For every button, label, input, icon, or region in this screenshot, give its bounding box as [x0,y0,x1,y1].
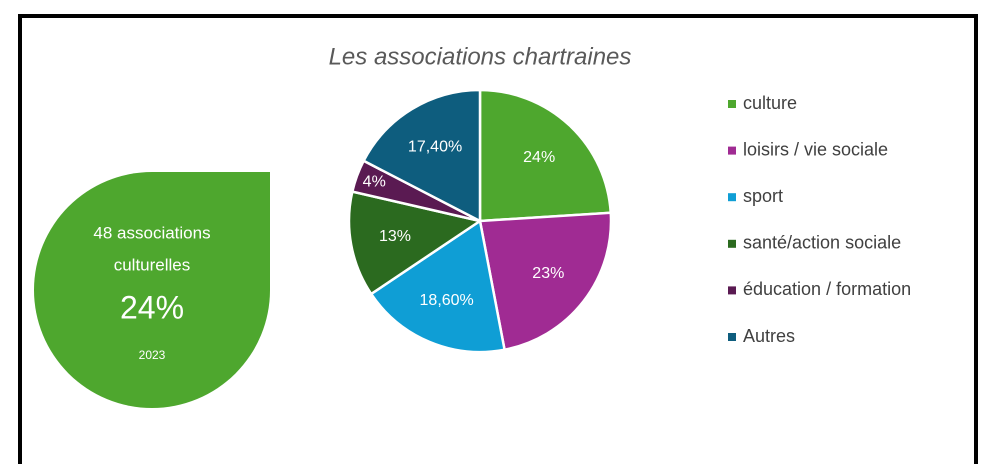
callout-year: 2023 [139,348,166,362]
chart-title: Les associations chartraines [329,43,632,70]
pie-slice [347,190,484,296]
legend-marker [728,193,736,202]
legend-label: Autres [743,326,795,346]
legend-label: sport [743,186,783,206]
legend-label: loisirs / vie sociale [743,139,888,159]
legend-label: santé/action sociale [743,233,901,253]
callout-line: 48 associations [93,223,210,242]
pie-slice [361,88,482,224]
pie-slice [369,218,507,354]
pie-slice [478,211,613,352]
legend-marker [728,146,736,155]
data-label: 23% [532,265,564,282]
data-label: 17,40% [408,138,462,155]
callout-value: 24% [120,289,184,325]
legend-marker [728,100,736,108]
data-label: 13% [379,228,411,245]
legend-label: éducation / formation [743,279,911,299]
pie-slice [478,88,613,223]
callout-shape [34,172,270,408]
legend-marker [728,333,736,341]
data-label: 18,60% [420,292,474,309]
legend-label: culture [743,93,797,113]
data-label: 4% [363,173,386,190]
legend-marker [728,286,736,295]
frame [18,14,978,464]
data-label: 24% [523,149,555,166]
callout-line: culturelles [114,255,191,274]
legend-marker [728,239,736,248]
